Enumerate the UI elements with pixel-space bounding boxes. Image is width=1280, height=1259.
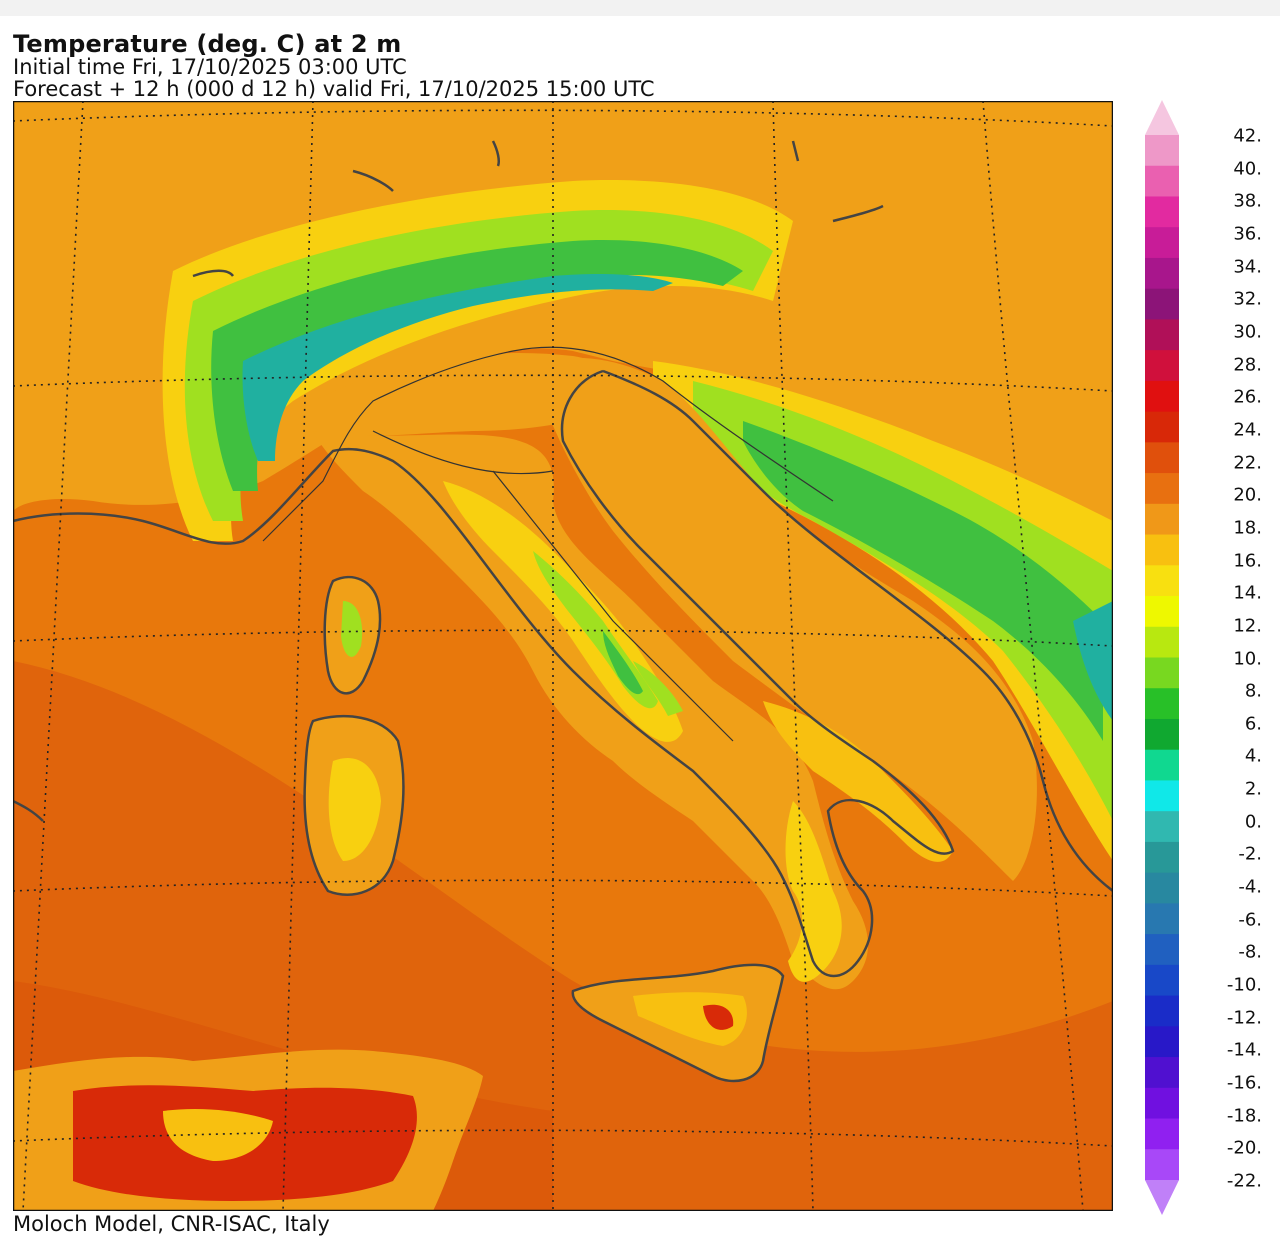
- scale-label: -22.: [1226, 1170, 1262, 1192]
- scale-band: [1145, 319, 1179, 351]
- northern-land: [13, 101, 1113, 521]
- calabria-hills: [785, 801, 842, 982]
- scale-label: 38.: [1233, 190, 1262, 212]
- scale-label: 14.: [1233, 582, 1262, 604]
- scale-band: [1145, 1026, 1179, 1058]
- scale-label: 28.: [1233, 354, 1262, 376]
- scale-label: 8.: [1244, 680, 1262, 702]
- scale-label: -10.: [1226, 974, 1262, 996]
- scale-label: 30.: [1233, 321, 1262, 343]
- scale-label: -12.: [1226, 1007, 1262, 1029]
- scale-label: 32.: [1233, 288, 1262, 310]
- scale-band: [1145, 257, 1179, 290]
- graticule: [13, 101, 1113, 1211]
- scale-label: 42.: [1233, 125, 1262, 147]
- scale-band: [1145, 1149, 1179, 1181]
- scale-band: [1145, 872, 1179, 904]
- scale-band: [1145, 596, 1179, 628]
- scale-label: 12.: [1233, 615, 1262, 637]
- scale-band: [1145, 165, 1179, 197]
- scale-band: [1145, 288, 1179, 320]
- scale-label: 2.: [1244, 778, 1262, 800]
- color-scale-bar: [1145, 100, 1179, 1215]
- scale-band: [1145, 534, 1179, 566]
- scale-label: -14.: [1226, 1039, 1262, 1061]
- scale-label: 40.: [1233, 158, 1262, 180]
- scale-band: [1145, 227, 1179, 259]
- map-frame: [13, 101, 1113, 1211]
- scale-band: [1145, 688, 1179, 720]
- map-title: Temperature (deg. C) at 2 m: [13, 30, 402, 58]
- scale-label: -2.: [1238, 843, 1262, 865]
- scale-band: [1145, 565, 1179, 597]
- scale-band: [1145, 411, 1179, 443]
- italian-peninsula: [313, 431, 868, 990]
- scale-label: 22.: [1233, 452, 1262, 474]
- scale-band: [1145, 657, 1179, 689]
- scale-band: [1145, 903, 1179, 935]
- scale-band: [1145, 934, 1179, 966]
- scale-band: [1145, 811, 1179, 843]
- scale-band: [1145, 503, 1179, 536]
- scale-label: 6.: [1244, 713, 1262, 735]
- scale-band: [1145, 350, 1179, 382]
- scale-label: 10.: [1233, 648, 1262, 669]
- alpine-peaks: [242, 273, 673, 461]
- scale-band: [1145, 626, 1179, 658]
- scale-band: [1145, 1118, 1179, 1150]
- puglia: [763, 701, 953, 862]
- scale-label: 18.: [1233, 517, 1262, 539]
- scale-band: [1145, 964, 1179, 997]
- alpine-lakes: [192, 140, 884, 278]
- scale-label: 0.: [1244, 811, 1262, 833]
- model-credit: Moloch Model, CNR-ISAC, Italy: [13, 1212, 330, 1236]
- initial-time: Initial time Fri, 17/10/2025 03:00 UTC: [13, 55, 407, 79]
- scale-band: [1145, 442, 1179, 474]
- scale-band: [1145, 380, 1179, 413]
- scale-band: [1145, 841, 1179, 874]
- scale-bottom-arrow: [1145, 1180, 1179, 1215]
- forecast-valid-time: Forecast + 12 h (000 d 12 h) valid Fri, …: [13, 77, 655, 101]
- scale-label: 26.: [1233, 386, 1262, 408]
- scale-band: [1145, 995, 1179, 1027]
- scale-band: [1145, 749, 1179, 781]
- scale-label: 34.: [1233, 256, 1262, 278]
- scale-band: [1145, 196, 1179, 228]
- temperature-map: [13, 101, 1113, 1211]
- alpine-mountains: [211, 240, 743, 491]
- scale-band: [1145, 1087, 1179, 1120]
- scale-band: [1145, 473, 1179, 505]
- scale-label: 36.: [1233, 223, 1262, 245]
- scale-label: 4.: [1244, 745, 1262, 767]
- borders: [262, 346, 834, 742]
- scale-band: [1145, 1057, 1179, 1089]
- coastlines: [13, 369, 1113, 978]
- scale-band: [1145, 780, 1179, 812]
- top-strip: [0, 0, 1280, 16]
- scale-label: -4.: [1238, 876, 1262, 898]
- scale-label: -20.: [1226, 1137, 1262, 1159]
- scale-label: -8.: [1238, 941, 1262, 963]
- scale-label: -18.: [1226, 1105, 1262, 1127]
- scale-label: -16.: [1226, 1072, 1262, 1094]
- scale-label: 20.: [1233, 484, 1262, 506]
- scale-label: 24.: [1233, 419, 1262, 441]
- scale-label: -6.: [1238, 909, 1262, 931]
- scale-band: [1145, 718, 1179, 751]
- scale-label: 16.: [1233, 550, 1262, 572]
- adriatic-sea: [543, 357, 1037, 881]
- scale-top-arrow: [1145, 100, 1179, 135]
- scale-band: [1145, 135, 1179, 167]
